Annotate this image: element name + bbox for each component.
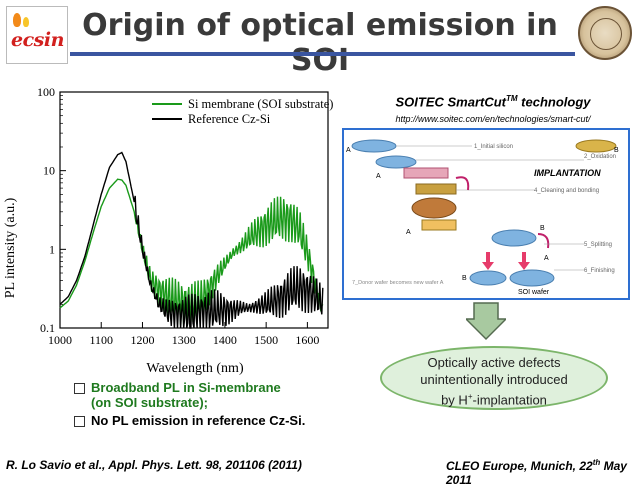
step-label: 6_Finishing — [584, 268, 615, 274]
flame-icon-small — [23, 17, 29, 27]
y-tick-label: 100 — [37, 85, 55, 99]
wafer-letter: A — [346, 147, 351, 154]
callout-line-2: unintentionally introduced — [420, 372, 568, 387]
callout-line-3: by H+-implantation — [441, 392, 547, 408]
y-tick-label: 1 — [49, 242, 55, 256]
university-seal-logo — [578, 6, 632, 60]
legend-label: Si membrane (SOI substrate) — [188, 97, 333, 111]
step-label: 5_Splitting — [584, 242, 612, 248]
callout-line-1: Optically active defects — [427, 355, 561, 370]
x-tick-label: 1400 — [213, 333, 237, 347]
bullet-item: Broadband PL in Si-membrane (on SOI subst… — [74, 380, 305, 410]
citation: R. Lo Savio et al., Appl. Phys. Lett. 98… — [6, 458, 302, 472]
checkbox-icon — [74, 416, 85, 427]
smartcut-process-diagram: A 1_Initial silicon B 2_Oxidation A IMPL… — [342, 128, 630, 300]
conference-info: CLEO Europe, Munich, 22th May 2011 — [446, 458, 627, 487]
logo-text: ecsin — [11, 29, 64, 51]
y-axis-label: PL intensity (a.u.) — [3, 197, 18, 298]
smartcut-url: http://www.soitec.com/en/technologies/sm… — [395, 114, 591, 124]
flame-icon — [13, 13, 21, 27]
y-tick-label: 0.1 — [40, 321, 55, 335]
y-tick-label: 10 — [43, 164, 55, 178]
x-axis-label: Wavelength (nm) — [146, 361, 244, 376]
wafer-letter: B — [614, 147, 619, 154]
soi-wafer-label: SOI wafer — [518, 289, 550, 296]
pl-spectrum-chart: 1000 1100 1200 1300 1400 1500 1600 0.1 1 10 100 Si… — [3, 85, 333, 376]
ecsin-logo: ecsin — [6, 6, 68, 64]
series-line-1 — [59, 151, 324, 329]
step-label: 2_Oxidation — [584, 154, 616, 160]
x-tick-label: 1200 — [130, 333, 154, 347]
wafer-letter: A — [376, 173, 381, 180]
x-tick-label: 1500 — [254, 333, 278, 347]
conclusion-bullets: Broadband PL in Si-membrane (on SOI subst… — [74, 380, 305, 431]
checkbox-icon — [74, 383, 85, 394]
down-arrow-icon — [466, 302, 506, 341]
step-label: 1_Initial silicon — [474, 144, 513, 150]
wafer-letter: B — [462, 275, 467, 282]
step-label: 4_Cleaning and bonding — [534, 188, 599, 194]
defects-callout: Optically active defects unintentionally… — [380, 346, 608, 410]
legend-label: Reference Cz-Si — [188, 112, 271, 126]
step-label: 7_Donor wafer becomes new wafer A — [352, 280, 444, 286]
x-tick-label: 1100 — [89, 333, 113, 347]
wafer-letter: A — [544, 255, 549, 262]
slide-title: Origin of optical emission in SOI — [82, 8, 558, 78]
x-tick-label: 1300 — [172, 333, 196, 347]
series-line-0 — [59, 178, 324, 328]
smartcut-title: SOITEC SmartCutTM technology — [395, 94, 591, 110]
wafer-letter: B — [540, 225, 545, 232]
wafer-letter: A — [406, 229, 411, 236]
implantation-label: IMPLANTATION — [534, 168, 601, 178]
x-tick-label: 1600 — [295, 333, 319, 347]
title-underline — [70, 52, 575, 56]
bullet-item: No PL emission in reference Cz-Si. — [74, 413, 305, 428]
x-tick-label: 1000 — [48, 333, 72, 347]
